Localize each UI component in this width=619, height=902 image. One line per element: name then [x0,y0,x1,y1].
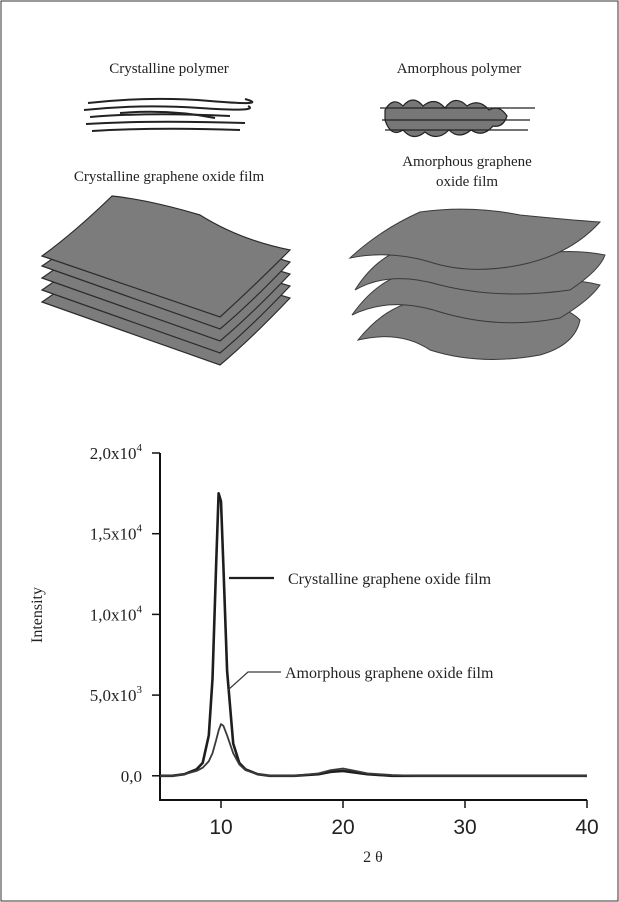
x-tick-label: 30 [453,816,476,839]
series-label: Amorphous graphene oxide film [285,665,494,682]
y-tick-label: 5,0x103 [90,684,143,705]
y-tick-label-text: 5,0x10 [90,686,137,705]
series-line [160,724,587,776]
crystalline-film [42,196,290,365]
y-tick-label-text: 1,5x10 [90,525,137,544]
illustrations: Crystalline polymer Amorphous polymer Cr… [42,61,605,365]
x-tick-label: 40 [575,816,598,839]
y-axis-label: Intensity [29,587,46,643]
y-tick-exponent: 4 [137,603,143,615]
illustration-label: Amorphous graphene [402,154,532,170]
illustration-label: oxide film [436,174,498,190]
y-tick-label-text: 2,0x10 [90,444,137,463]
y-tick-exponent: 3 [137,684,143,696]
series-label: Crystalline graphene oxide film [288,571,492,588]
y-tick-exponent: 4 [137,442,143,454]
y-tick-exponent: 4 [137,523,143,535]
y-tick-label-text: 1,0x10 [90,605,137,624]
illustration-label: Crystalline polymer [109,61,229,77]
amorphous-polymer [380,100,535,137]
series-line [160,493,587,776]
crystalline-polymer [84,99,252,131]
x-tick-label: 10 [209,816,232,839]
y-tick-label-text: 0,0 [121,767,142,786]
y-tick-label: 2,0x104 [90,442,143,463]
illustration-label: Crystalline graphene oxide film [74,169,265,185]
y-tick-label: 0,0 [121,767,142,786]
y-tick-label: 1,5x104 [90,523,143,544]
figure: Crystalline polymer Amorphous polymer Cr… [0,0,619,902]
chart: 2 θ Intensity 0,05,0x1031,0x1041,5x1042,… [29,442,599,866]
y-tick-label: 1,0x104 [90,603,143,624]
illustration-label: Amorphous polymer [397,61,522,77]
leader-line [228,672,281,690]
x-axis-label: 2 θ [363,849,383,866]
amorphous-film [350,209,605,359]
axes [160,453,587,800]
x-tick-label: 20 [331,816,354,839]
